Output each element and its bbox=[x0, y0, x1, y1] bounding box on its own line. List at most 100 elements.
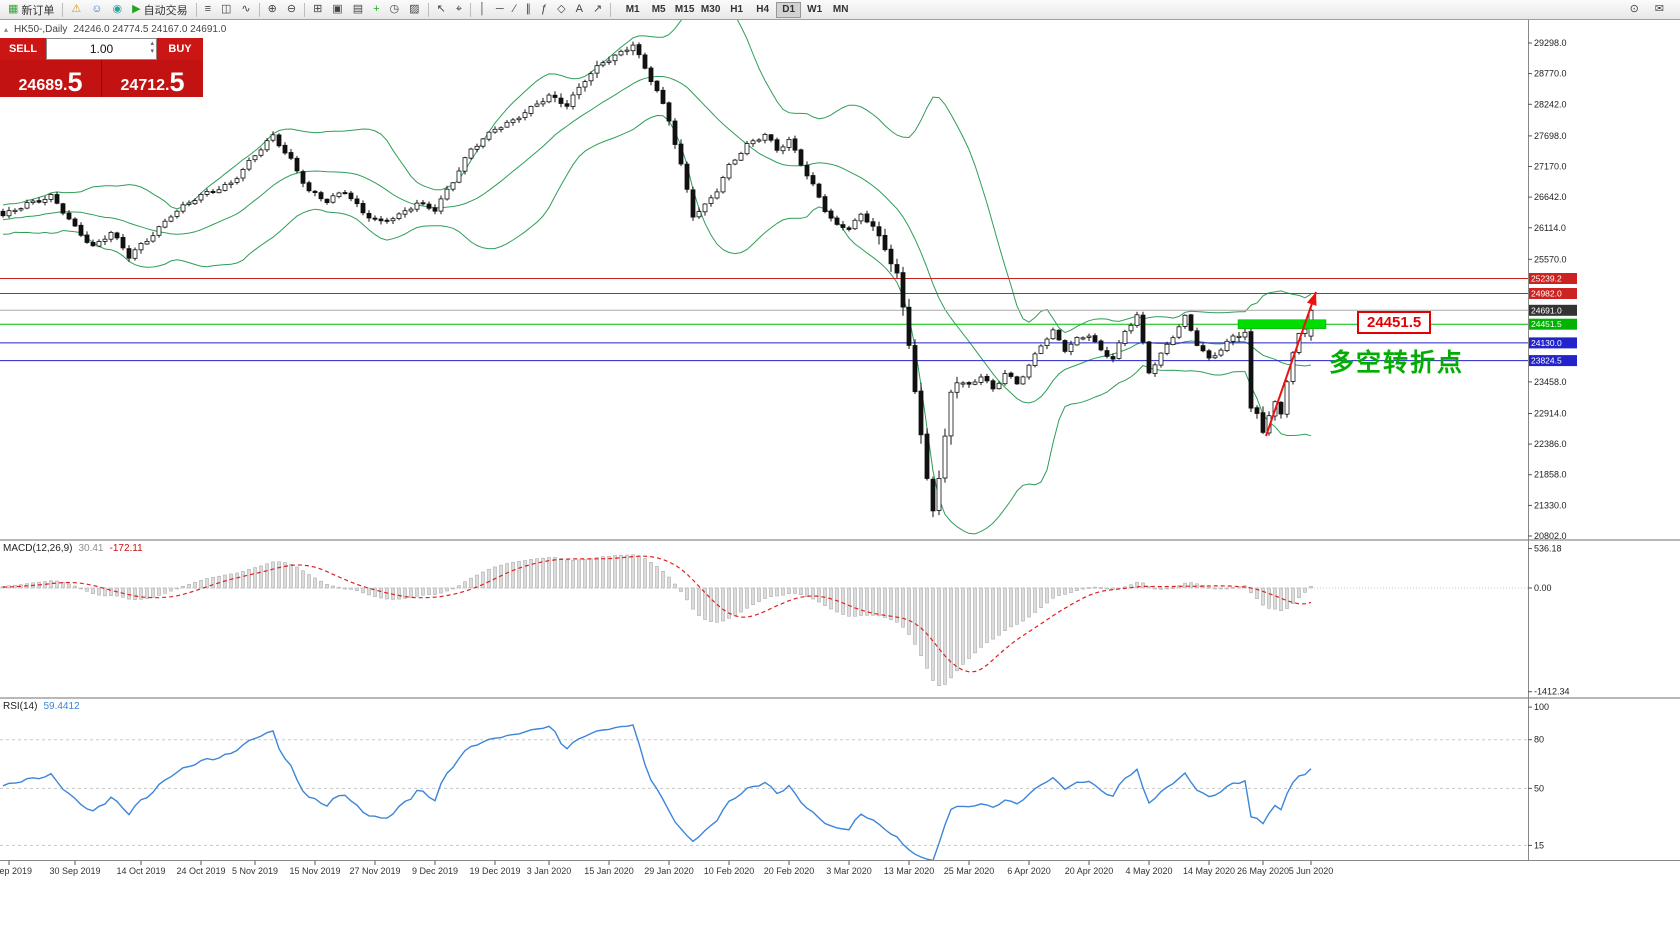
support-zone-highlight[interactable] bbox=[1237, 319, 1327, 329]
buy-button[interactable]: BUY bbox=[157, 38, 203, 60]
buy-price-big-digit: 5 bbox=[169, 67, 185, 98]
svg-text:8 Sep 2019: 8 Sep 2019 bbox=[0, 866, 32, 876]
shapes-icon: ◇ bbox=[557, 3, 566, 15]
cursor-button[interactable]: ↖ bbox=[432, 1, 451, 19]
sell-price-button[interactable]: 24689. 5 bbox=[0, 60, 101, 97]
price-axis[interactable]: 29298.0 28770.0 28242.0 27698.0 27170.0 26642… bbox=[1528, 38, 1577, 541]
buy-price: 24712. bbox=[120, 77, 170, 94]
arrow-icon: ↗ bbox=[592, 3, 603, 15]
time-axis[interactable]: 8 Sep 2019 30 Sep 2019 14 Oct 2019 24 Oct 2… bbox=[0, 861, 1333, 876]
macd-indicator-header: MACD(12,26,9) 30.41 -172.11 bbox=[3, 543, 143, 554]
svg-text:15: 15 bbox=[1534, 840, 1544, 850]
price-tag-24130.0: 24130.0 bbox=[1529, 337, 1577, 349]
timeframe-m15-button[interactable]: M15 bbox=[674, 4, 695, 15]
clock-icon: ◷ bbox=[389, 3, 400, 15]
svg-text:15 Nov 2019: 15 Nov 2019 bbox=[289, 866, 340, 876]
svg-text:14 Oct 2019: 14 Oct 2019 bbox=[116, 866, 165, 876]
price-callout[interactable]: 24451.5 bbox=[1357, 311, 1432, 334]
svg-text:25 Mar 2020: 25 Mar 2020 bbox=[944, 866, 995, 876]
chat-button[interactable]: ✉ bbox=[1650, 1, 1669, 19]
trendline-icon: ∕ bbox=[513, 3, 516, 15]
bar-chart-button[interactable]: ≡ bbox=[200, 1, 216, 19]
candles-layer bbox=[0, 41, 1314, 518]
arrange-windows-button[interactable]: ▤ bbox=[348, 1, 368, 19]
timeframe-m1-button[interactable]: M1 bbox=[625, 4, 640, 15]
templates-button[interactable]: ▨ bbox=[404, 1, 424, 19]
price-tag-25239.2: 25239.2 bbox=[1529, 273, 1577, 284]
turning-point-label[interactable]: 多空转折点 bbox=[1329, 349, 1465, 377]
cascade-windows-icon: ▣ bbox=[332, 3, 343, 15]
trend-arrow[interactable] bbox=[1265, 291, 1317, 437]
community-button[interactable]: ☺ bbox=[86, 1, 107, 19]
zoom-out-button[interactable]: ⊖ bbox=[282, 1, 301, 19]
svg-text:13 Mar 2020: 13 Mar 2020 bbox=[884, 866, 935, 876]
volume-decrease-icon[interactable]: ▾ bbox=[150, 48, 154, 56]
horizontal-level-lines[interactable] bbox=[0, 278, 1528, 362]
trendline-button[interactable]: ∕ bbox=[509, 1, 521, 19]
timeframe-m30-button[interactable]: M30 bbox=[700, 4, 721, 15]
crosshair-button[interactable]: ⌖ bbox=[451, 1, 467, 19]
svg-text:24451.5: 24451.5 bbox=[1531, 319, 1562, 329]
svg-text:80: 80 bbox=[1534, 735, 1544, 745]
tile-windows-button[interactable]: ⊞ bbox=[308, 1, 327, 19]
search-button[interactable]: ⊙ bbox=[1625, 1, 1644, 19]
auto-trading-button-label: 自动交易 bbox=[143, 4, 188, 17]
new-order-button[interactable]: ▦ 新订单 bbox=[3, 1, 59, 19]
market-button[interactable]: ◉ bbox=[108, 1, 128, 19]
line-chart-button[interactable]: ∿ bbox=[236, 1, 255, 19]
periods-button[interactable]: ◷ bbox=[385, 1, 405, 19]
candlestick-chart-button[interactable]: ◫ bbox=[216, 1, 236, 19]
price-tag-24451.5: 24451.5 bbox=[1529, 318, 1577, 330]
svg-text:20 Feb 2020: 20 Feb 2020 bbox=[764, 866, 815, 876]
shapes-button[interactable]: ◇ bbox=[552, 1, 570, 19]
buy-price-button[interactable]: 24712. 5 bbox=[101, 60, 203, 97]
svg-text:28770.0: 28770.0 bbox=[1534, 69, 1567, 79]
zoom-in-button[interactable]: ⊕ bbox=[263, 1, 282, 19]
svg-text:25239.2: 25239.2 bbox=[1531, 274, 1562, 284]
timeframe-mn-button[interactable]: MN bbox=[832, 4, 849, 15]
svg-text:24982.0: 24982.0 bbox=[1531, 289, 1562, 299]
indicators-button[interactable]: + bbox=[368, 1, 384, 19]
svg-text:6 Apr 2020: 6 Apr 2020 bbox=[1007, 866, 1051, 876]
toolbar-separator bbox=[258, 2, 260, 17]
volume-value: 1.00 bbox=[89, 42, 114, 56]
cascade-windows-button[interactable]: ▣ bbox=[327, 1, 347, 19]
new-order-icon: ▦ bbox=[8, 3, 19, 15]
timeframe-h1-button[interactable]: H1 bbox=[730, 4, 744, 15]
timeframe-d1-button[interactable]: D1 bbox=[776, 1, 802, 18]
crosshair-icon: ⌖ bbox=[455, 3, 462, 15]
chart-ohlc-values: 24246.0 24774.5 24167.0 24691.0 bbox=[73, 24, 227, 35]
collapse-trade-panel-icon[interactable]: ▴ bbox=[4, 25, 9, 34]
timeframe-w1-button[interactable]: W1 bbox=[807, 4, 823, 15]
indicators-plus-icon: + bbox=[373, 3, 380, 15]
volume-increase-icon[interactable]: ▴ bbox=[150, 40, 154, 47]
svg-text:50: 50 bbox=[1534, 783, 1544, 793]
volume-input[interactable]: 1.00 ▴ ▾ bbox=[46, 38, 157, 60]
arrows-button[interactable]: ↗ bbox=[588, 1, 607, 19]
sell-button[interactable]: SELL bbox=[0, 38, 46, 60]
text-button[interactable]: A bbox=[571, 1, 588, 19]
horizontal-line-button[interactable]: ─ bbox=[491, 1, 509, 19]
channel-button[interactable]: ∥ bbox=[521, 1, 537, 19]
svg-text:27170.0: 27170.0 bbox=[1534, 162, 1567, 172]
fibonacci-button[interactable]: ƒ bbox=[536, 1, 552, 19]
panel-separators[interactable] bbox=[0, 19, 1680, 861]
chat-icon: ✉ bbox=[1654, 3, 1664, 15]
sell-price: 24689. bbox=[18, 77, 68, 94]
auto-trading-button[interactable]: ▶ 自动交易 bbox=[127, 1, 192, 19]
alerts-button[interactable]: ⚠ bbox=[66, 1, 86, 19]
line-chart-icon: ∿ bbox=[241, 3, 251, 15]
svg-text:14 May 2020: 14 May 2020 bbox=[1183, 866, 1235, 876]
rsi-axis[interactable]: 100 80 50 15 bbox=[1528, 702, 1549, 850]
arrange-windows-icon: ▤ bbox=[352, 3, 364, 15]
channel-icon: ∥ bbox=[525, 3, 532, 15]
svg-text:15 Jan 2020: 15 Jan 2020 bbox=[584, 866, 634, 876]
macd-axis[interactable]: 536.18 0.00 -1412.34 bbox=[1528, 544, 1570, 697]
search-icon: ⊙ bbox=[1629, 3, 1639, 15]
svg-text:21858.0: 21858.0 bbox=[1534, 470, 1567, 480]
svg-text:24691.0: 24691.0 bbox=[1531, 305, 1562, 315]
timeframe-h4-button[interactable]: H4 bbox=[756, 4, 770, 15]
timeframe-m5-button[interactable]: M5 bbox=[651, 4, 666, 15]
vertical-line-button[interactable]: │ bbox=[474, 1, 491, 19]
